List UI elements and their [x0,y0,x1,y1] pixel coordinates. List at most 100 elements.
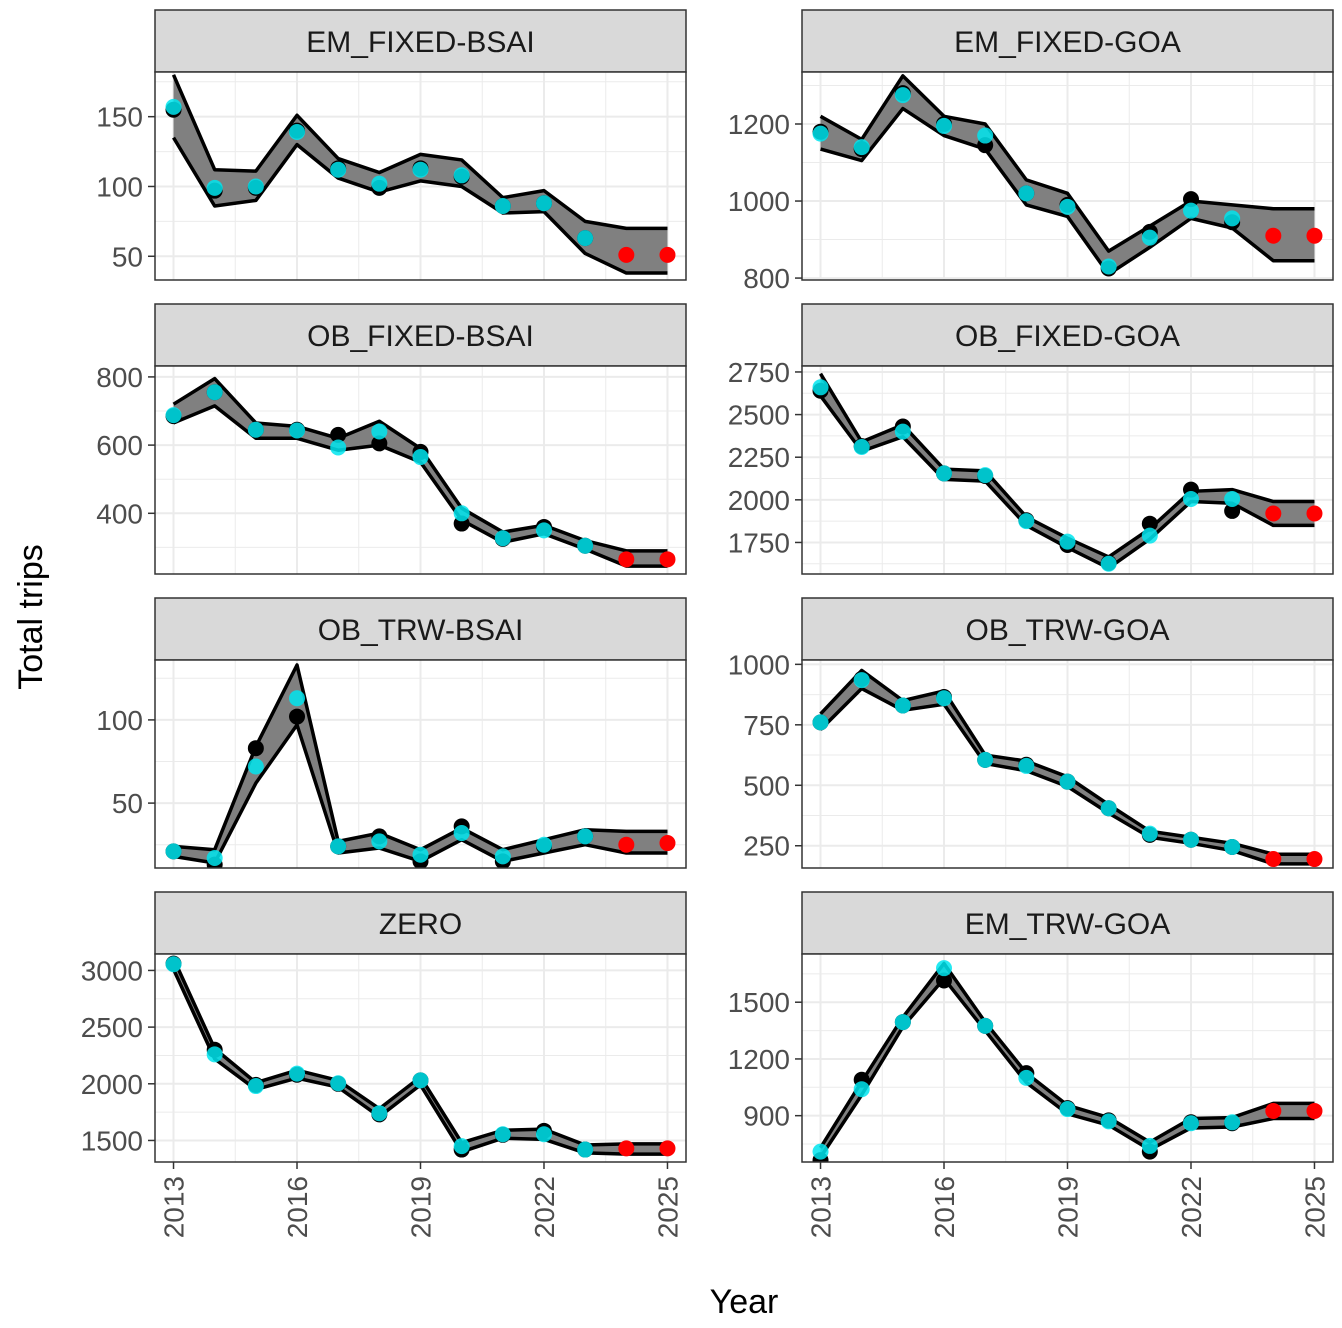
predicted-point [1141,825,1158,842]
forecast-point [1265,1102,1282,1119]
predicted-point [1182,1115,1199,1132]
forecast-point [1306,505,1323,522]
y-tick-label: 1500 [728,987,790,1018]
x-tick-label: 2013 [159,1176,190,1238]
facet-panel: EM_TRW-GOA 900 1200 1500 [728,891,1334,1163]
predicted-point [1224,490,1241,507]
confidence-ribbon [820,670,1315,864]
predicted-point [577,537,594,554]
facet-panel: OB_TRW-GOA 250 500 750 1000 [728,597,1334,869]
predicted-point [535,1126,552,1143]
y-tick-label: 1500 [81,1125,143,1156]
predicted-point [977,127,994,144]
predicted-point [535,836,552,853]
forecast-point [1265,227,1282,244]
predicted-point [206,850,223,867]
plot-layer [165,74,676,275]
y-tick-label: 600 [96,430,143,461]
predicted-point [1182,831,1199,848]
predicted-point [853,139,870,156]
panel-border [154,365,687,575]
predicted-point [535,522,552,539]
predicted-point [894,87,911,104]
forecast-point [1306,851,1323,868]
y-tick-label: 2750 [728,357,790,388]
predicted-point [453,825,470,842]
predicted-point [165,956,182,973]
facet-panel: EM_FIXED-GOA 800 1000 1200 [728,9,1334,294]
predicted-point [1018,513,1035,530]
forecast-point [618,246,635,263]
panel-border [801,659,1334,869]
predicted-point [165,98,182,115]
facet-panel: EM_FIXED-BSAI 50 100 150 [96,9,687,281]
predicted-point [453,1138,470,1155]
predicted-point [330,161,347,178]
predicted-point [330,1075,347,1092]
facet-strip [801,303,1334,367]
y-tick-label: 1000 [728,186,790,217]
gridlines [155,954,686,1162]
facet-panel: ZERO 1500 2000 2500 3000 [81,891,687,1163]
actual-point [330,426,347,443]
facet-panel: OB_FIXED-BSAI 400 600 800 [96,303,687,575]
y-axis-title: Total trips [12,544,50,690]
forecast-point [659,835,676,852]
ribbon-lower-line [172,136,668,275]
forecast-point [1306,227,1323,244]
x-tick-label: 2025 [652,1176,683,1238]
x-axes: 2013 2016 2019 2022 2025 2013 2016 2019 2022 2025 [159,1162,1330,1238]
predicted-point [494,1126,511,1143]
predicted-point [412,449,429,466]
facet-strip [801,891,1334,955]
y-tick-label: 250 [743,831,790,862]
predicted-point [371,833,388,850]
y-tick-label: 1200 [728,1044,790,1075]
facet-title: EM_TRW-GOA [965,908,1171,941]
predicted-point [1018,1069,1035,1086]
predicted-point [894,1014,911,1031]
x-tick-label: 2016 [282,1176,313,1238]
facet-panel: OB_FIXED-GOA 1750 2000 2250 2500 2750 [728,303,1334,575]
x-tick-label: 2019 [1053,1176,1084,1238]
y-tick-label: 2500 [81,1012,143,1043]
facet-title: EM_FIXED-BSAI [306,26,534,59]
plot-layer [165,663,676,868]
predicted-point [853,1081,870,1098]
facet-panel: OB_TRW-BSAI 50 100 [96,597,687,869]
ribbon-upper-line [819,74,1315,253]
y-tick-label: 100 [96,705,143,736]
facet-strip [801,9,1334,73]
predicted-point [936,690,953,707]
plot-layer [812,960,1323,1162]
predicted-point [453,505,470,522]
predicted-point [936,117,953,134]
ribbon-upper-line [171,74,668,231]
facet-title: ZERO [379,908,462,941]
predicted-point [1059,1101,1076,1118]
actual-point [936,972,953,989]
gridlines [802,366,1333,574]
panel-border [801,71,1334,281]
facet-title: OB_TRW-GOA [966,614,1170,647]
y-tick-label: 50 [112,788,143,819]
predicted-point [1141,1137,1158,1154]
predicted-point [412,161,429,178]
y-tick-label: 2000 [728,485,790,516]
predicted-point [494,198,511,215]
predicted-point [977,1017,994,1034]
x-tick-label: 2022 [529,1176,560,1238]
predicted-point [812,125,829,142]
actual-point [1141,515,1158,532]
predicted-point [494,848,511,865]
y-tick-label: 150 [96,102,143,133]
predicted-point [371,1105,388,1122]
predicted-point [1224,210,1241,227]
y-tick-label: 900 [743,1101,790,1132]
x-tick-label: 2016 [929,1176,960,1238]
forecast-point [618,1140,635,1157]
predicted-point [371,175,388,192]
forecast-point [659,246,676,263]
plot-layer [812,74,1323,277]
actual-point [1224,502,1241,519]
